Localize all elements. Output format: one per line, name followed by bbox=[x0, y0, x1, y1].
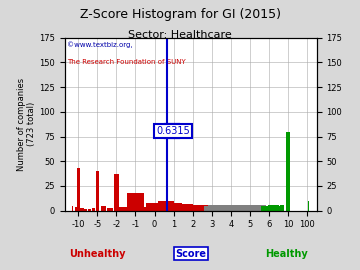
Y-axis label: Number of companies
(723 total): Number of companies (723 total) bbox=[17, 78, 36, 171]
Bar bbox=[72, 206, 73, 211]
Bar bbox=[215, 205, 231, 211]
Bar bbox=[196, 206, 212, 211]
Text: Z-Score Histogram for GI (2015): Z-Score Histogram for GI (2015) bbox=[80, 8, 280, 21]
Bar bbox=[246, 206, 262, 211]
Bar bbox=[268, 205, 272, 211]
Bar bbox=[84, 209, 87, 211]
Bar bbox=[257, 206, 273, 211]
Bar bbox=[77, 168, 80, 211]
Text: ©www.textbiz.org,: ©www.textbiz.org, bbox=[67, 41, 133, 48]
Bar bbox=[273, 206, 277, 211]
Bar bbox=[88, 209, 91, 211]
Bar bbox=[107, 208, 113, 211]
Bar bbox=[147, 203, 163, 211]
Bar bbox=[80, 208, 84, 211]
Bar bbox=[127, 193, 144, 211]
Bar bbox=[269, 206, 273, 211]
Bar bbox=[226, 205, 243, 211]
Bar bbox=[177, 204, 193, 211]
Bar bbox=[154, 205, 170, 211]
Bar bbox=[169, 205, 185, 211]
Bar bbox=[278, 206, 282, 211]
Bar bbox=[279, 206, 283, 211]
Bar bbox=[92, 208, 95, 211]
Bar bbox=[150, 206, 166, 211]
Bar bbox=[76, 207, 77, 211]
Bar bbox=[173, 206, 189, 211]
Text: Sector: Healthcare: Sector: Healthcare bbox=[128, 30, 232, 40]
Bar bbox=[276, 206, 280, 211]
Bar bbox=[279, 206, 284, 211]
Bar bbox=[276, 206, 281, 211]
Bar bbox=[307, 201, 309, 211]
Bar bbox=[286, 131, 290, 211]
Bar bbox=[219, 205, 235, 211]
Bar bbox=[158, 201, 174, 211]
Bar bbox=[207, 205, 224, 211]
Text: Unhealthy: Unhealthy bbox=[69, 249, 126, 259]
Bar bbox=[166, 203, 182, 211]
Bar bbox=[188, 205, 204, 211]
Text: Healthy: Healthy bbox=[265, 249, 308, 259]
Text: 0.6315: 0.6315 bbox=[156, 126, 190, 136]
Bar bbox=[242, 206, 258, 211]
Bar bbox=[271, 205, 275, 211]
Bar bbox=[181, 205, 197, 211]
Bar bbox=[192, 206, 208, 211]
Bar bbox=[162, 204, 178, 211]
Bar bbox=[96, 171, 99, 211]
Bar bbox=[118, 207, 134, 211]
Bar bbox=[185, 206, 201, 211]
Bar bbox=[270, 206, 274, 211]
Bar bbox=[200, 205, 216, 211]
Bar bbox=[238, 205, 254, 211]
Bar bbox=[230, 206, 247, 211]
Bar bbox=[280, 205, 284, 211]
Bar bbox=[101, 206, 106, 211]
Text: Score: Score bbox=[175, 249, 206, 259]
Bar bbox=[211, 206, 228, 211]
Bar bbox=[114, 174, 119, 211]
Bar bbox=[204, 206, 220, 211]
Bar bbox=[275, 205, 279, 211]
Text: The Research Foundation of SUNY: The Research Foundation of SUNY bbox=[67, 59, 186, 65]
Bar bbox=[274, 206, 278, 211]
Bar bbox=[234, 206, 251, 211]
Bar bbox=[223, 206, 239, 211]
Bar bbox=[261, 206, 277, 211]
Bar bbox=[249, 205, 266, 211]
Bar bbox=[253, 206, 270, 211]
Bar bbox=[272, 206, 276, 211]
Bar bbox=[137, 207, 153, 211]
